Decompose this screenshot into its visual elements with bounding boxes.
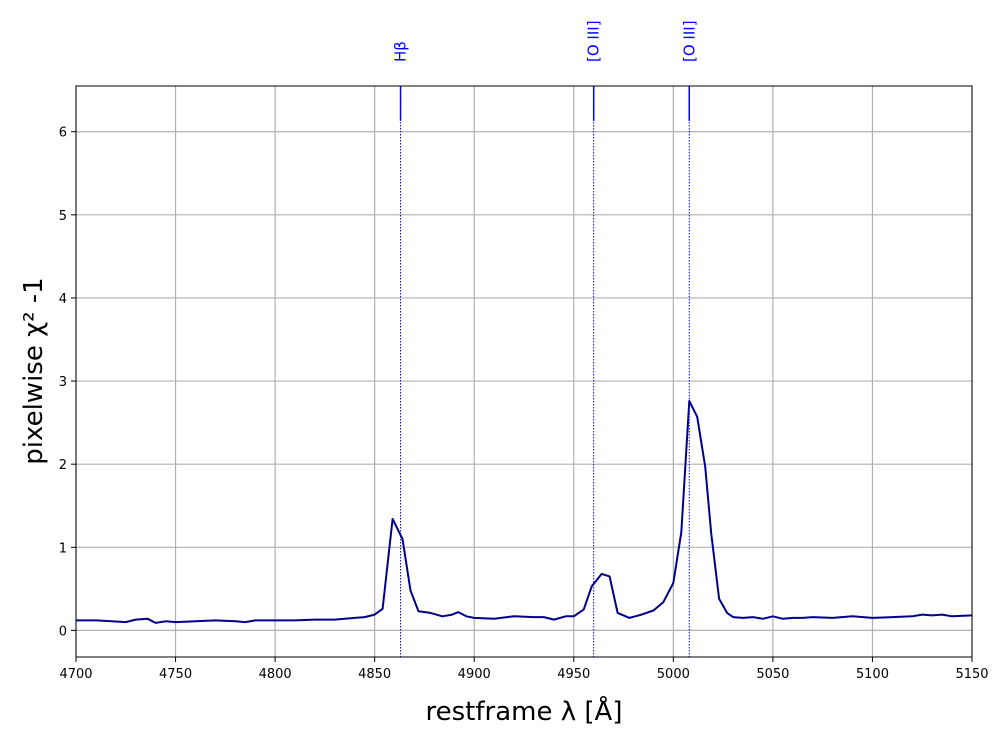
x-tick-label: 4950 (557, 667, 590, 682)
x-tick-label: 4750 (159, 667, 192, 682)
axis-ticks: 4700 4750 4800 4850 4900 4950 5000 5050 5100 5150… (59, 126, 989, 682)
y-tick-label: 3 (59, 375, 67, 390)
x-tick-label: 5100 (856, 667, 889, 682)
y-tick-label: 4 (59, 292, 67, 307)
y-tick-label: 0 (59, 624, 67, 639)
emission-line-label: Hβ (392, 41, 410, 62)
grid (75, 86, 973, 657)
y-axis-label: pixelwise χ² -1 (19, 277, 49, 464)
x-tick-label: 4900 (458, 667, 491, 682)
emission-line-label: [O III] (585, 20, 603, 62)
emission-line-markers: Hβ [O III] [O III] (392, 20, 698, 657)
x-tick-label: 5150 (955, 667, 988, 682)
y-tick-label: 5 (59, 209, 67, 224)
x-tick-label: 4850 (358, 667, 391, 682)
x-tick-label: 5050 (756, 667, 789, 682)
data-series (76, 400, 973, 624)
x-tick-label: 4800 (259, 667, 292, 682)
x-tick-label: 5000 (657, 667, 690, 682)
x-tick-label: 4700 (59, 667, 92, 682)
y-tick-label: 2 (59, 458, 67, 473)
y-tick-label: 1 (59, 541, 67, 556)
x-axis-label: restframe λ [Å] (426, 695, 623, 727)
y-tick-label: 6 (59, 126, 67, 141)
plot-frame (75, 85, 973, 658)
emission-line-label: [O III] (680, 20, 698, 62)
series-line (76, 400, 973, 624)
